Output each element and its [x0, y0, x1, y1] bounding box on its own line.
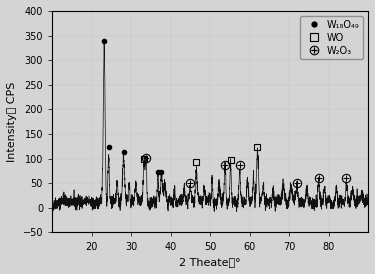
Legend: W₁₈O₄₉, WO, W₂O₃: W₁₈O₄₉, WO, W₂O₃ — [300, 16, 363, 59]
X-axis label: 2 Theate，°: 2 Theate，° — [179, 257, 241, 267]
Y-axis label: Intensity， CPS: Intensity， CPS — [7, 82, 17, 162]
